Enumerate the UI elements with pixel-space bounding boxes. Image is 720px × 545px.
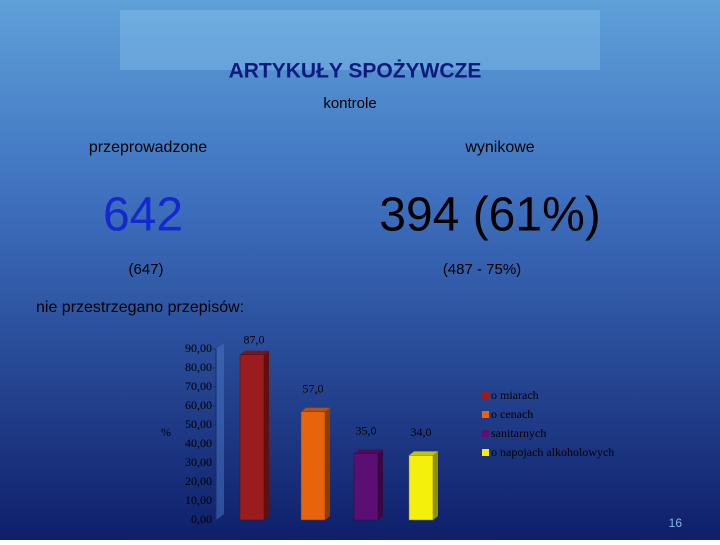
page-number: 16 bbox=[669, 516, 683, 530]
legend-swatch bbox=[482, 392, 489, 399]
legend-label: o cenach bbox=[491, 407, 533, 421]
bar-top bbox=[301, 407, 330, 412]
y-tick-label: 10,00 bbox=[185, 493, 212, 507]
y-tick-label: 20,00 bbox=[185, 474, 212, 488]
y-tick-label: 0,00 bbox=[191, 512, 212, 526]
right-value: 394 (61%) bbox=[379, 189, 600, 242]
bar-side bbox=[433, 451, 438, 520]
y-tick-label: 70,00 bbox=[185, 379, 212, 393]
subtitle: kontrole bbox=[323, 95, 376, 112]
bar bbox=[408, 455, 434, 521]
bar bbox=[353, 453, 379, 521]
y-tick-label: 40,00 bbox=[185, 436, 212, 450]
value-label: 87,0 bbox=[244, 332, 265, 346]
value-label: 35,0 bbox=[356, 423, 377, 437]
legend-label: o miarach bbox=[491, 388, 539, 402]
bar bbox=[300, 411, 326, 521]
bar-top bbox=[240, 350, 269, 355]
legend-label: sanitarnych bbox=[491, 426, 546, 440]
right-note: (487 - 75%) bbox=[443, 261, 521, 278]
y-tick-label: 30,00 bbox=[185, 455, 212, 469]
legend-swatch bbox=[482, 430, 489, 437]
y-tick-label: 50,00 bbox=[185, 417, 212, 431]
right-label: wynikowe bbox=[464, 139, 534, 156]
value-label: 57,0 bbox=[303, 381, 324, 395]
legend-swatch bbox=[482, 411, 489, 418]
y-tick-label: 80,00 bbox=[185, 360, 212, 374]
chart: 0,00 10,00 20,00 30,00 40,00 50,00 60,00 70,00 8… bbox=[185, 332, 614, 525]
left-note: (647) bbox=[128, 261, 163, 278]
value-label: 34,0 bbox=[411, 425, 432, 439]
y-tick-label: 60,00 bbox=[185, 398, 212, 412]
bar-top bbox=[409, 451, 438, 456]
bar-side bbox=[378, 449, 383, 520]
legend-swatch bbox=[482, 449, 489, 456]
chart-heading: nie przestrzegano przepisów: bbox=[36, 299, 244, 316]
legend-label: o napojach alkoholowych bbox=[491, 445, 614, 459]
bar-side bbox=[325, 407, 330, 520]
bar-side bbox=[264, 350, 269, 520]
highlight bbox=[120, 10, 600, 70]
y-tick-label: 90,00 bbox=[185, 341, 212, 355]
left-value: 642 bbox=[103, 189, 183, 242]
axis-wall bbox=[216, 343, 224, 520]
title: ARTYKUŁY SPOŻYWCZE bbox=[229, 60, 482, 83]
y-axis-label: % bbox=[161, 425, 171, 439]
bar bbox=[239, 354, 265, 521]
bar-top bbox=[354, 449, 383, 454]
left-label: przeprowadzone bbox=[89, 139, 207, 156]
